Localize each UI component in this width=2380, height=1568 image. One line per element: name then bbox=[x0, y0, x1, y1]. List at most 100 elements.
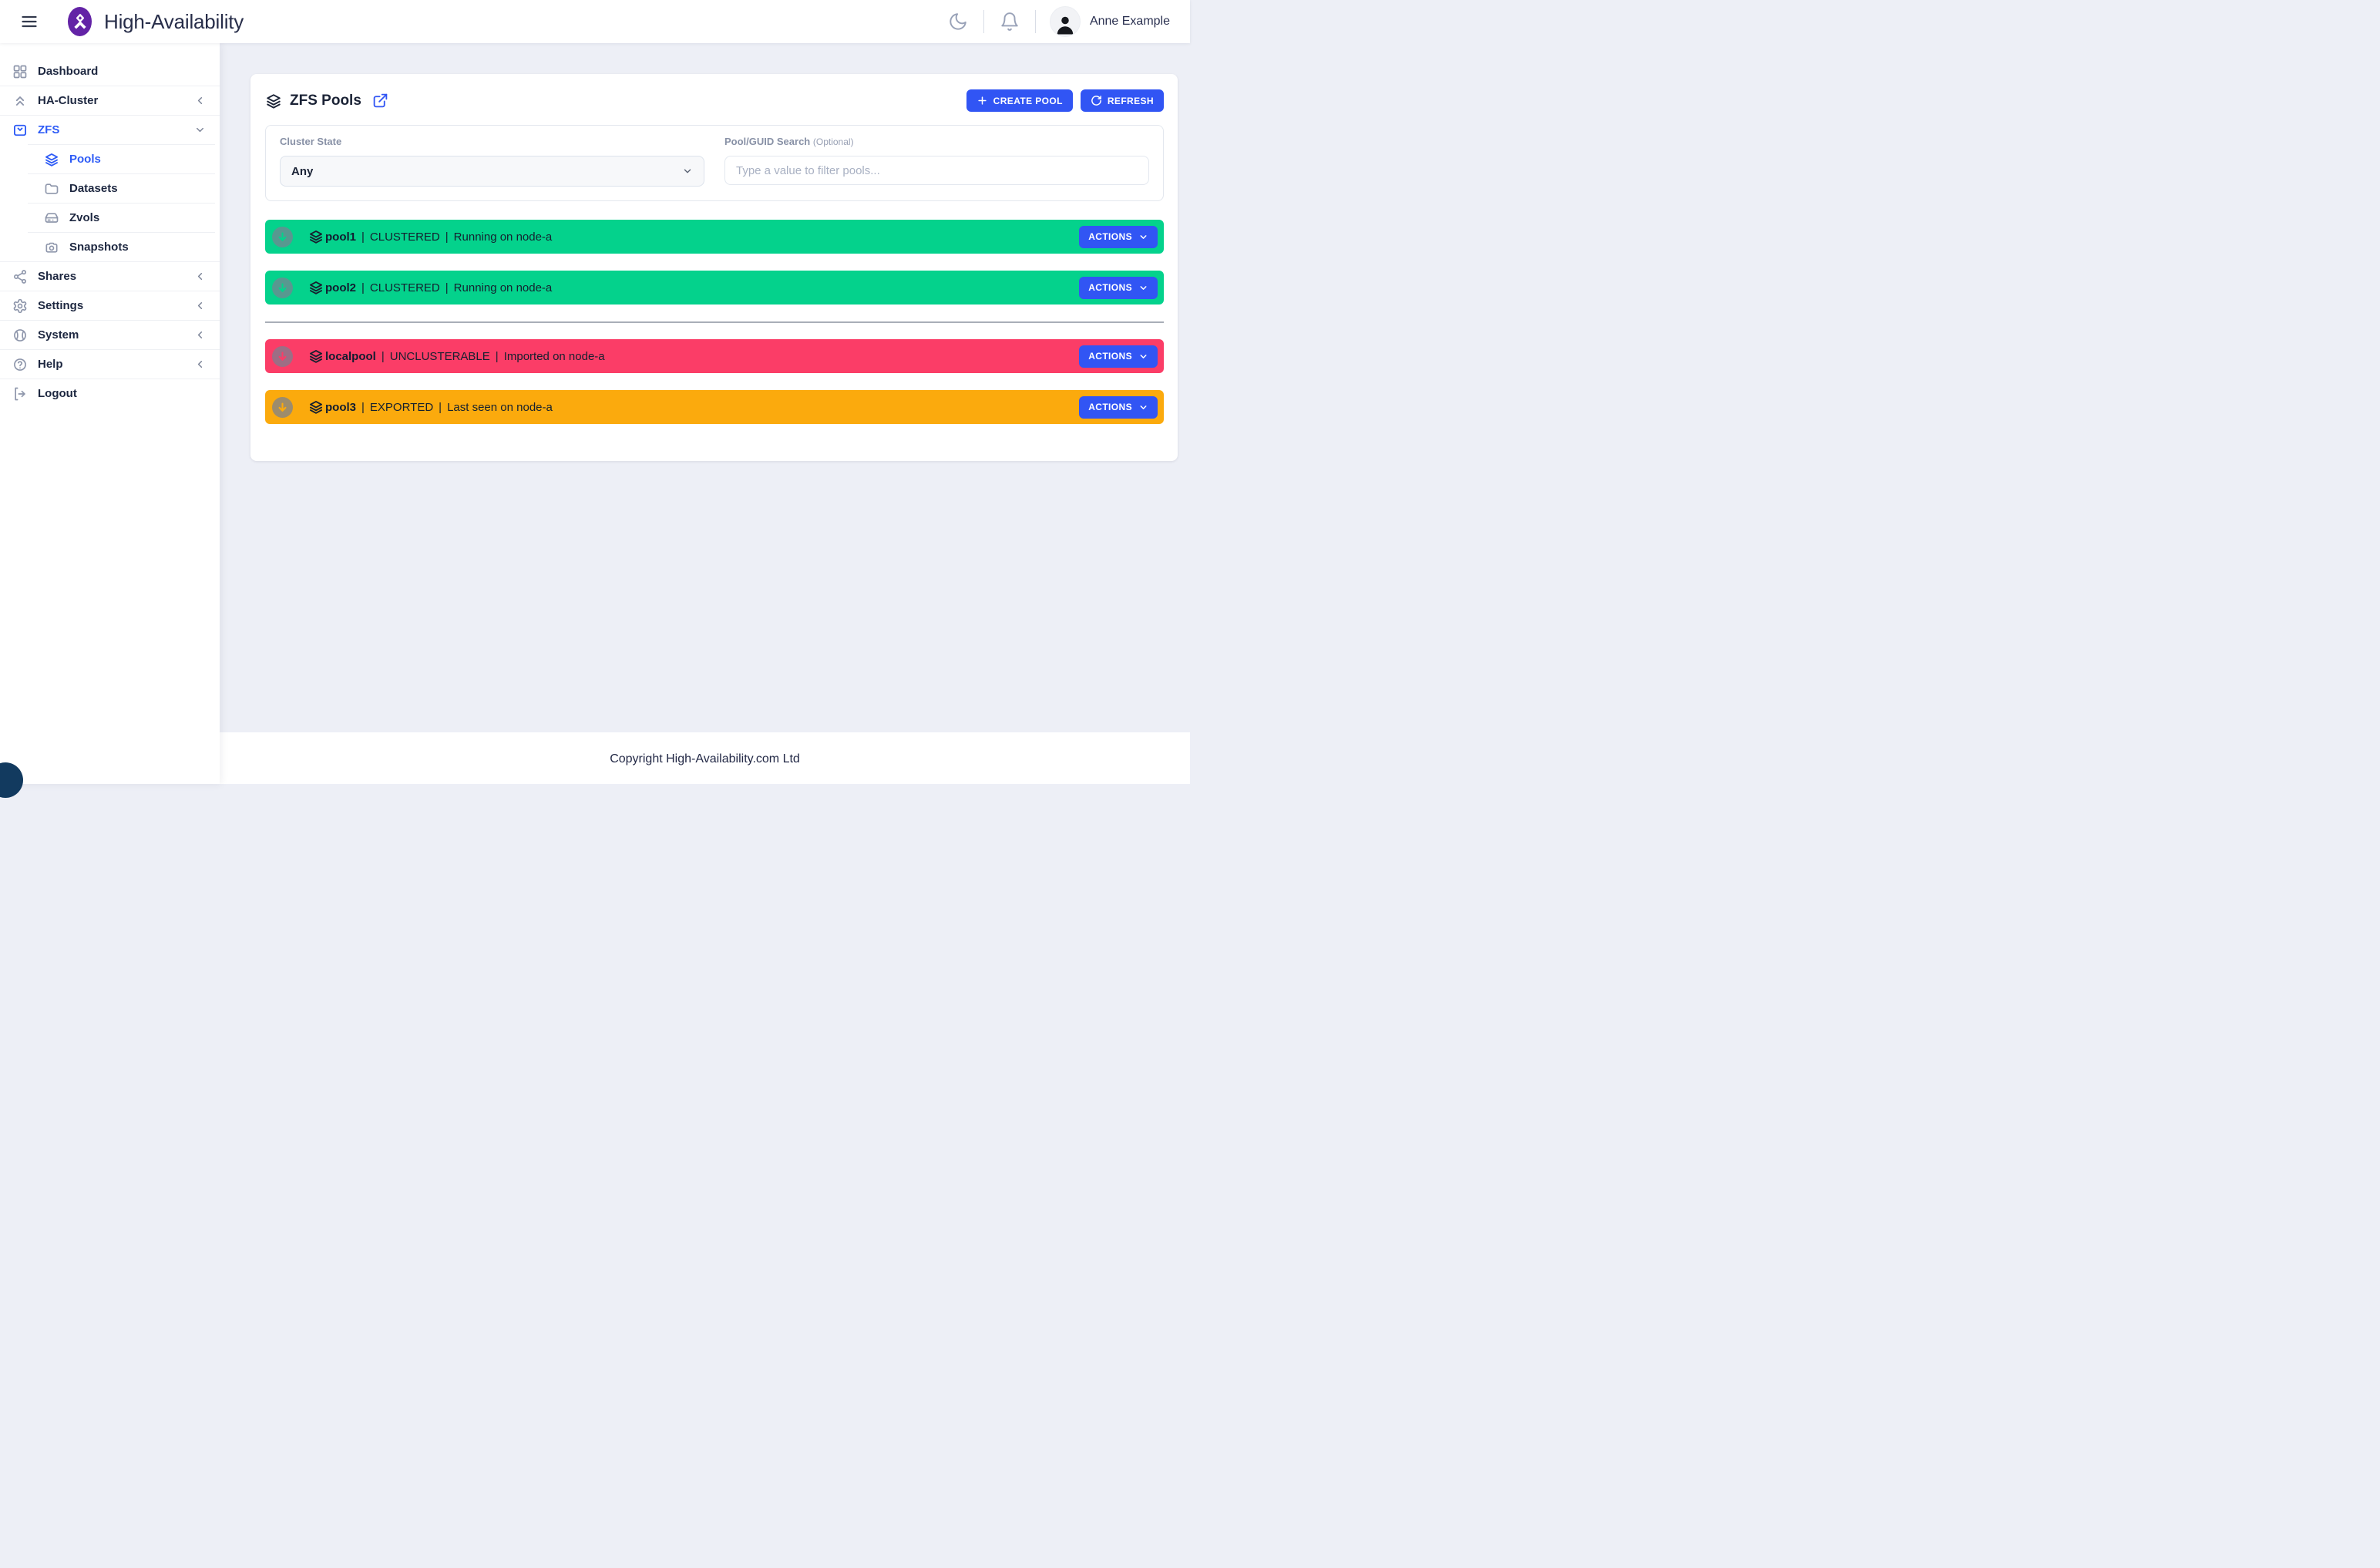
pool-actions-button[interactable]: ACTIONS bbox=[1079, 395, 1158, 419]
layers-icon bbox=[308, 280, 324, 295]
dashboard-grid-icon bbox=[12, 64, 28, 79]
moon-icon bbox=[948, 12, 968, 32]
app-title: High-Availability bbox=[104, 9, 244, 33]
pool-state: CLUSTERED bbox=[369, 230, 440, 244]
menu-icon[interactable] bbox=[17, 9, 42, 34]
pool-detail: Imported on node-a bbox=[503, 349, 605, 363]
sidebar-item-datasets[interactable]: Datasets bbox=[28, 173, 215, 203]
app-logo[interactable] bbox=[68, 7, 92, 36]
chevron-down-icon bbox=[1138, 352, 1148, 362]
bell-icon bbox=[1000, 12, 1020, 32]
expand-pool-button[interactable] bbox=[272, 345, 293, 367]
arrow-down-icon bbox=[276, 281, 289, 294]
chevron-left-icon bbox=[194, 358, 206, 370]
zfs-pools-card: ZFS Pools CREATE POOL bbox=[250, 74, 1178, 461]
pool-name: pool3 bbox=[325, 400, 356, 414]
pool-state: EXPORTED bbox=[369, 400, 434, 414]
top-header: High-Availability Anne Example bbox=[0, 0, 1190, 43]
pool-actions-button[interactable]: ACTIONS bbox=[1079, 345, 1158, 368]
external-link-icon bbox=[372, 93, 388, 109]
pool-guid-search-input[interactable] bbox=[724, 156, 1149, 185]
refresh-icon bbox=[1091, 95, 1102, 106]
user-name: Anne Example bbox=[1089, 15, 1170, 28]
folder-icon bbox=[44, 181, 59, 197]
hard-drive-icon bbox=[44, 210, 59, 226]
pool-detail: Running on node-a bbox=[453, 281, 553, 294]
chevron-left-icon bbox=[194, 300, 206, 311]
sidebar-item-logout[interactable]: Logout bbox=[0, 379, 220, 408]
chevron-left-icon bbox=[194, 329, 206, 341]
pool-name: pool1 bbox=[325, 230, 356, 244]
pool-name: pool2 bbox=[325, 281, 356, 294]
pool-detail: Last seen on node-a bbox=[447, 400, 553, 414]
cluster-state-select[interactable]: Any bbox=[280, 156, 704, 187]
sidebar-item-system[interactable]: System bbox=[0, 320, 220, 349]
main-content: ZFS Pools CREATE POOL bbox=[220, 43, 1190, 732]
chevron-down-icon bbox=[682, 166, 693, 177]
logout-icon bbox=[12, 386, 28, 402]
sidebar-item-dashboard[interactable]: Dashboard bbox=[0, 57, 220, 86]
camera-icon bbox=[44, 240, 59, 255]
sidebar-item-zfs[interactable]: ZFS bbox=[0, 115, 220, 144]
help-circle-icon bbox=[12, 357, 28, 372]
user-menu[interactable]: Anne Example bbox=[1049, 6, 1170, 37]
create-pool-button[interactable]: CREATE POOL bbox=[966, 89, 1073, 112]
share-icon bbox=[12, 269, 28, 284]
page-title: ZFS Pools bbox=[290, 92, 361, 109]
sidebar: Dashboard HA-Cluster ZFS bbox=[0, 43, 220, 784]
pool-name: localpool bbox=[325, 349, 376, 363]
avatar bbox=[1049, 6, 1081, 37]
chevron-down-icon bbox=[1138, 402, 1148, 412]
cluster-state-label: Cluster State bbox=[280, 136, 342, 147]
chevrons-up-icon bbox=[12, 93, 28, 109]
header-divider bbox=[1034, 10, 1036, 33]
pool-row-pool2: pool2 | CLUSTERED | Running on node-a AC… bbox=[265, 271, 1164, 305]
sidebar-item-ha-cluster[interactable]: HA-Cluster bbox=[0, 86, 220, 115]
pool-actions-button[interactable]: ACTIONS bbox=[1079, 225, 1158, 248]
chevron-down-icon bbox=[1138, 232, 1148, 242]
arrow-down-icon bbox=[276, 401, 289, 414]
pool-row-pool3: pool3 | EXPORTED | Last seen on node-a A… bbox=[265, 390, 1164, 424]
sidebar-item-pools[interactable]: Pools bbox=[28, 144, 215, 173]
chevron-left-icon bbox=[194, 95, 206, 106]
expand-pool-button[interactable] bbox=[272, 277, 293, 298]
pool-detail: Running on node-a bbox=[453, 230, 553, 244]
pool-row-pool1: pool1 | CLUSTERED | Running on node-a AC… bbox=[265, 220, 1164, 254]
pool-group-divider bbox=[265, 321, 1164, 323]
sidebar-item-snapshots[interactable]: Snapshots bbox=[28, 232, 215, 261]
notifications-button[interactable] bbox=[998, 10, 1021, 33]
expand-pool-button[interactable] bbox=[272, 396, 293, 418]
pool-guid-search-label: Pool/GUID Search (Optional) bbox=[724, 136, 854, 147]
plus-icon bbox=[977, 95, 988, 106]
sidebar-item-help[interactable]: Help bbox=[0, 349, 220, 379]
chevron-down-icon bbox=[1138, 283, 1148, 293]
header-divider bbox=[983, 10, 984, 33]
pool-row-localpool: localpool | UNCLUSTERABLE | Imported on … bbox=[265, 339, 1164, 373]
chevron-down-icon bbox=[194, 124, 206, 136]
sidebar-item-settings[interactable]: Settings bbox=[0, 291, 220, 320]
gear-icon bbox=[12, 298, 28, 314]
layers-icon bbox=[308, 348, 324, 364]
sidebar-item-shares[interactable]: Shares bbox=[0, 261, 220, 291]
globe-icon bbox=[12, 328, 28, 343]
chevron-left-icon bbox=[194, 271, 206, 282]
layers-icon bbox=[308, 229, 324, 244]
pool-list: pool1 | CLUSTERED | Running on node-a AC… bbox=[265, 220, 1164, 424]
zfs-submenu: Pools Datasets Zvols bbox=[0, 144, 220, 261]
refresh-button[interactable]: REFRESH bbox=[1080, 89, 1164, 112]
zfs-box-icon bbox=[12, 123, 28, 138]
layers-icon bbox=[265, 93, 282, 109]
pool-filters: Cluster State Any Pool/GUID Search (Opti… bbox=[265, 125, 1164, 201]
sidebar-item-zvols[interactable]: Zvols bbox=[28, 203, 215, 232]
copyright-text: Copyright High-Availability.com Ltd bbox=[610, 752, 800, 765]
arrow-down-icon bbox=[276, 230, 289, 244]
dark-mode-toggle[interactable] bbox=[946, 10, 970, 33]
pool-actions-button[interactable]: ACTIONS bbox=[1079, 276, 1158, 299]
layers-icon bbox=[308, 399, 324, 415]
open-in-new-window-button[interactable] bbox=[372, 93, 388, 109]
layers-icon bbox=[44, 152, 59, 167]
expand-pool-button[interactable] bbox=[272, 226, 293, 247]
arrow-down-icon bbox=[276, 350, 289, 363]
pool-state: UNCLUSTERABLE bbox=[389, 349, 490, 363]
pool-state: CLUSTERED bbox=[369, 281, 440, 294]
